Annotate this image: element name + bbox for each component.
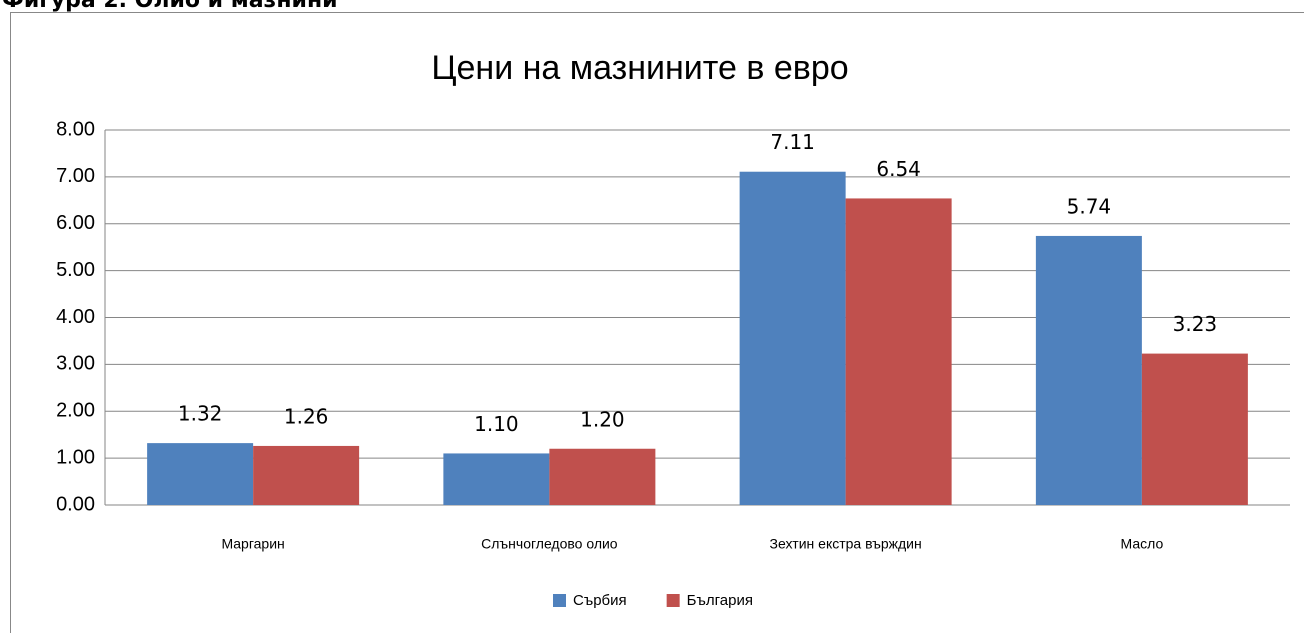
- y-tick-label: 1.00: [56, 446, 95, 468]
- y-tick-label: 0.00: [56, 493, 95, 515]
- data-label: 1.32: [178, 402, 223, 426]
- data-label: 5.74: [1067, 194, 1112, 218]
- bar: [1035, 235, 1142, 505]
- data-label: 7.11: [770, 130, 815, 154]
- bar: [1141, 353, 1248, 505]
- bar: [739, 171, 846, 505]
- bar: [845, 198, 952, 505]
- legend-label: Сърбия: [573, 592, 627, 609]
- data-label: 6.54: [876, 157, 921, 181]
- bar: [443, 453, 550, 505]
- data-label: 1.20: [580, 407, 625, 431]
- y-tick-label: 3.00: [56, 353, 95, 375]
- chart-frame: [10, 12, 1304, 633]
- data-label: 1.10: [474, 412, 519, 436]
- y-tick-label: 5.00: [56, 259, 95, 281]
- caption: Фигура 2. Олио и мазнини: [2, 0, 338, 13]
- bar: [549, 448, 656, 505]
- bar: [147, 443, 254, 505]
- x-tick-label: Масло: [1121, 536, 1164, 552]
- data-label: 3.23: [1173, 312, 1218, 336]
- x-tick-label: Маргарин: [221, 536, 284, 552]
- chart-title: Цени на мазнините в евро: [431, 49, 848, 87]
- y-tick-label: 4.00: [56, 306, 95, 328]
- legend-swatch: [553, 594, 566, 607]
- data-label: 1.26: [284, 404, 329, 428]
- legend-label: България: [687, 592, 753, 609]
- y-tick-label: 6.00: [56, 212, 95, 234]
- y-tick-label: 7.00: [56, 165, 95, 187]
- y-tick-label: 8.00: [56, 118, 95, 140]
- bar: [253, 445, 360, 505]
- legend-swatch: [666, 594, 680, 607]
- y-tick-label: 2.00: [56, 400, 95, 422]
- x-tick-label: Слънчогледово олио: [481, 536, 618, 552]
- x-tick-label: Зехтин екстра върждин: [770, 536, 922, 552]
